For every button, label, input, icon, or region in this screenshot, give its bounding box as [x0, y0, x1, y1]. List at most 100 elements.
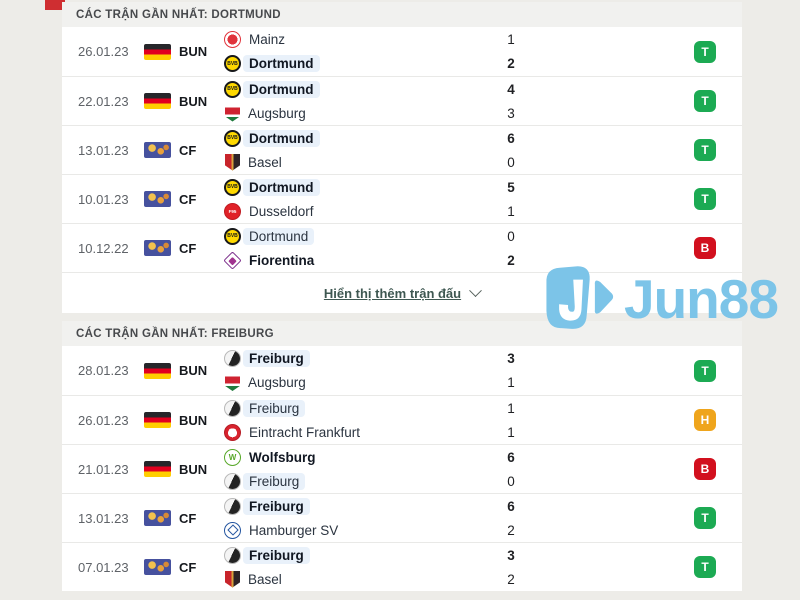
freiburg-logo-icon — [224, 546, 241, 564]
team-line: Fiorentina 2 — [223, 250, 694, 271]
match-row: 28.01.23 BUN Freiburg 3 Augsburg 1 T — [62, 346, 742, 395]
team-name: Dusseldorf — [249, 203, 314, 219]
team-score: 6 — [507, 498, 515, 514]
match-date: 22.01.23 — [78, 93, 129, 109]
freiburg-logo-icon — [224, 399, 241, 417]
team-name: Wolfsburg — [249, 449, 316, 465]
germany-flag-icon — [144, 461, 171, 477]
team-score: 2 — [507, 522, 515, 538]
match-date: 26.01.23 — [78, 44, 129, 59]
dusseldorf-logo-icon — [224, 202, 241, 220]
match-date: 10.01.23 — [78, 191, 129, 207]
match-date: 13.01.23 — [78, 510, 129, 526]
match-row: 13.01.23 CF Freiburg 6 Hamburger SV 2 T — [62, 493, 742, 542]
teams-cell: Mainz 1 Dortmund 2 — [224, 29, 694, 74]
match-date: 21.01.23 — [78, 461, 129, 477]
team-line: Freiburg 0 — [224, 471, 694, 492]
germany-flag-icon — [144, 43, 171, 60]
league-code: CF — [179, 142, 197, 158]
result-cell: T — [694, 90, 742, 112]
result-badge: T — [694, 90, 716, 112]
result-cell: B — [694, 237, 742, 259]
team-score: 4 — [507, 81, 515, 97]
freiburg-logo-icon — [224, 472, 241, 490]
team-line: Hamburger SV 2 — [224, 520, 694, 541]
team-score: 1 — [507, 203, 515, 219]
team-line: Freiburg 3 — [224, 348, 694, 369]
league-code: BUN — [179, 363, 208, 378]
team-line: Eintracht Frankfurt 1 — [224, 422, 694, 443]
league-cell: CF — [144, 142, 224, 158]
hamburg-logo-icon — [224, 521, 241, 539]
dortmund-logo-icon — [224, 80, 241, 98]
teams-cell: Wolfsburg 6 Freiburg 0 — [224, 447, 694, 492]
team-score: 1 — [507, 375, 515, 390]
club-friendly-flag-icon — [144, 510, 171, 526]
teams-cell: Dortmund 6 Basel 0 — [224, 128, 694, 173]
team-line: Augsburg 3 — [224, 103, 694, 124]
team-name: Dortmund — [243, 129, 320, 147]
sections: CÁC TRẬN GẦN NHẤT: DORTMUND 26.01.23 BUN… — [62, 2, 742, 591]
team-score: 5 — [507, 179, 515, 195]
team-name: Hamburger SV — [249, 522, 339, 538]
league-code: CF — [179, 240, 197, 256]
result-badge: B — [694, 458, 716, 480]
league-cell: CF — [144, 191, 224, 207]
result-badge: H — [694, 409, 716, 431]
team-score: 6 — [507, 449, 515, 465]
team-line: Dortmund 0 — [224, 226, 694, 247]
result-badge: T — [694, 359, 716, 382]
result-cell: T — [694, 359, 742, 382]
team-line: Wolfsburg 6 — [224, 447, 694, 468]
germany-flag-icon — [144, 93, 171, 109]
result-badge: T — [694, 188, 716, 210]
team-score: 1 — [507, 400, 515, 416]
team-name: Freiburg — [243, 546, 310, 564]
basel-logo-icon — [225, 570, 240, 588]
team-name: Basel — [248, 571, 282, 587]
team-line: Augsburg 1 — [224, 372, 694, 393]
recent-matches-card: CÁC TRẬN GẦN NHẤT: FREIBURG 28.01.23 BUN… — [62, 321, 742, 591]
team-line: Dortmund 6 — [224, 128, 694, 149]
team-score: 0 — [507, 154, 515, 170]
league-cell: BUN — [144, 93, 224, 109]
league-cell: BUN — [144, 461, 224, 477]
team-score: 2 — [507, 56, 515, 71]
clipped-red-element — [45, 0, 65, 10]
basel-logo-icon — [225, 153, 240, 171]
result-badge: T — [694, 507, 716, 529]
match-date: 26.01.23 — [78, 412, 129, 428]
team-name: Dortmund — [243, 80, 320, 98]
section-body: 26.01.23 BUN Mainz 1 Dortmund 2 T 22.01.… — [62, 27, 742, 313]
league-cell: CF — [144, 240, 224, 256]
league-cell: BUN — [144, 412, 224, 428]
teams-cell: Freiburg 6 Hamburger SV 2 — [224, 496, 694, 541]
match-date: 07.01.23 — [78, 559, 129, 575]
match-row: 21.01.23 BUN Wolfsburg 6 Freiburg 0 B — [62, 444, 742, 493]
chevron-down-icon[interactable] — [469, 283, 482, 297]
league-code: BUN — [179, 93, 208, 109]
league-code: BUN — [179, 44, 208, 59]
mainz-logo-icon — [224, 31, 241, 48]
league-code: CF — [179, 559, 197, 575]
team-score: 6 — [507, 130, 515, 146]
jun88-logo-text: Jun88 — [624, 267, 779, 330]
team-name: Dortmund — [243, 55, 320, 72]
team-line: Dortmund 4 — [224, 79, 694, 100]
team-score: 2 — [507, 571, 515, 587]
freiburg-logo-icon — [224, 350, 241, 367]
team-line: Freiburg 3 — [224, 545, 694, 566]
match-row: 22.01.23 BUN Dortmund 4 Augsburg 3 T — [62, 76, 742, 125]
result-badge: T — [694, 40, 716, 63]
augsburg-logo-icon — [225, 374, 240, 391]
section-title: CÁC TRẬN GẦN NHẤT: FREIBURG — [62, 321, 742, 346]
result-cell: T — [694, 188, 742, 210]
result-cell: T — [694, 556, 742, 578]
league-cell: CF — [144, 510, 224, 526]
league-code: BUN — [179, 461, 208, 477]
team-score: 3 — [507, 105, 515, 121]
germany-flag-icon — [144, 412, 171, 428]
show-more-link[interactable]: Hiển thị thêm trận đấu — [323, 285, 462, 301]
dortmund-logo-icon — [224, 129, 241, 147]
